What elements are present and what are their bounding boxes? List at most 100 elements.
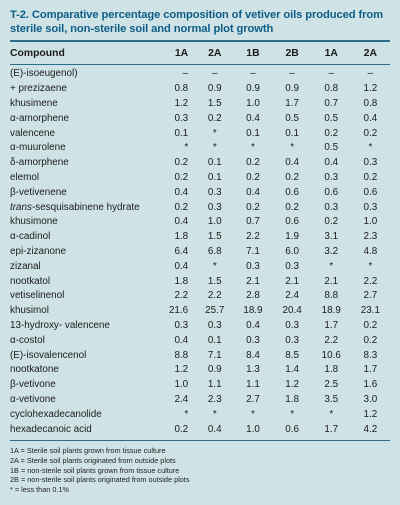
table-row: α-costol 0.4 0.1 0.3 0.3 2.2 0.2: [10, 333, 390, 348]
cell-value: 3.0: [363, 393, 378, 405]
compound-label: α-muurolene: [10, 142, 66, 154]
cell-value: 0.3: [285, 334, 299, 346]
cell-value: 18.9: [321, 305, 341, 317]
cell-value: 0.2: [285, 171, 299, 183]
cell-value: 0.3: [285, 260, 299, 272]
cell-value: 0.4: [363, 112, 378, 124]
compound-label: α-costol: [10, 334, 45, 346]
cell-value: 0.3: [285, 319, 299, 331]
cell-value: 0.3: [174, 319, 189, 331]
compound-label: α-cadinol: [10, 231, 51, 243]
cell-value: 25.7: [205, 305, 225, 317]
cell-value: 0.2: [207, 112, 222, 124]
cell-value: 1.2: [174, 364, 189, 376]
cell-value: 1.2: [174, 97, 189, 109]
cell-value: *: [212, 127, 217, 139]
cell-value: 23.1: [360, 305, 381, 317]
compound-name: trans-sesquisabinene hydrate: [10, 202, 155, 213]
cell-value: 1.5: [207, 275, 222, 287]
cell-value: 0.3: [324, 201, 339, 213]
cell-value: 1.1: [246, 379, 260, 391]
cell-value: 0.9: [207, 83, 222, 95]
cell-value: 1.5: [207, 97, 222, 109]
compound-label: khusimene: [10, 97, 58, 109]
cell-value: 0.1: [207, 334, 222, 346]
compound-name: elemol: [10, 172, 155, 183]
compound-prefix: trans: [10, 201, 32, 213]
cell-value: 0.4: [174, 260, 189, 272]
cell-value: 1.2: [285, 379, 299, 391]
cell-value: 8.8: [324, 290, 339, 302]
cell-value: 0.3: [246, 334, 260, 346]
compound-name: α-cadinol: [10, 231, 155, 242]
table-row: khusimone 0.4 1.0 0.7 0.6 0.2 1.0: [10, 214, 390, 229]
table-body: (E)-isoeugenol) – – – – – – + prezizaene 0.8 0.9 0…: [10, 67, 390, 437]
cell-value: 1.3: [246, 364, 260, 376]
cell-value: 0.9: [285, 83, 299, 95]
cell-value: 3.2: [324, 245, 339, 257]
cell-value: *: [329, 260, 334, 272]
top-rule: [10, 40, 390, 42]
cell-value: *: [290, 142, 295, 154]
cell-value: 8.8: [174, 349, 189, 361]
cell-value: 0.8: [174, 83, 189, 95]
cell-value: 0.4: [246, 186, 260, 198]
cell-value: 0.4: [207, 423, 222, 435]
cell-value: 0.3: [174, 112, 189, 124]
cell-value: 8.3: [363, 349, 378, 361]
cell-value: 2.8: [246, 290, 260, 302]
cell-value: 6.0: [285, 245, 299, 257]
cell-value: 0.2: [285, 201, 299, 213]
cell-value: –: [367, 68, 374, 80]
cell-value: –: [328, 68, 335, 80]
table-row: α-muurolene * * * * 0.5 *: [10, 140, 390, 155]
compound-name: nootkatol: [10, 276, 155, 287]
cell-value: 0.4: [174, 186, 189, 198]
cell-value: 2.3: [207, 393, 222, 405]
cell-value: 0.3: [207, 319, 222, 331]
cell-value: –: [182, 68, 189, 80]
table-row: α-vetivone 2.4 2.3 2.7 1.8 3.5 3.0: [10, 392, 390, 407]
cell-value: 1.0: [363, 216, 378, 228]
note-item: 2B = non-sterile soil plants originated …: [10, 475, 190, 485]
table-row: hexadecanoic acid 0.2 0.4 1.0 0.6 1.7 4.2: [10, 422, 390, 437]
table-row: khusimene 1.2 1.5 1.0 1.7 0.7 0.8: [10, 96, 390, 111]
cell-value: 0.4: [246, 112, 260, 124]
cell-value: 3.5: [324, 393, 339, 405]
compound-name: 13-hydroxy- valencene: [10, 320, 155, 331]
cell-value: 0.1: [207, 171, 222, 183]
compound-label: zizanal: [10, 260, 41, 272]
cell-value: 2.1: [324, 275, 339, 287]
compound-label: β-vetivenene: [10, 186, 67, 198]
compound-label: -sesquisabinene hydrate: [31, 201, 140, 213]
cell-value: *: [184, 408, 189, 420]
cell-value: 1.7: [363, 364, 378, 376]
header-compound: Compound: [10, 47, 65, 59]
cell-value: 0.2: [174, 201, 189, 213]
compound-label: (E)-isoeugenol): [10, 68, 78, 80]
cell-value: 0.7: [324, 97, 339, 109]
cell-value: 0.5: [324, 112, 339, 124]
cell-value: 0.1: [207, 157, 222, 169]
cell-value: 0.3: [363, 157, 378, 169]
cell-value: *: [212, 260, 217, 272]
cell-value: 2.7: [246, 393, 260, 405]
cell-value: 4.2: [363, 423, 378, 435]
cell-value: 2.2: [324, 334, 339, 346]
cell-value: 2.2: [174, 290, 189, 302]
header-col-2: 2A: [208, 47, 222, 59]
cell-value: 0.4: [174, 216, 189, 228]
table-row: + prezizaene 0.8 0.9 0.9 0.9 0.8 1.2: [10, 81, 390, 96]
cell-value: *: [184, 142, 189, 154]
table-row: δ-amorphene 0.2 0.1 0.2 0.4 0.4 0.3: [10, 155, 390, 170]
cell-value: *: [329, 408, 334, 420]
compound-name: epi-zizanone: [10, 246, 155, 257]
cell-value: 0.6: [285, 423, 299, 435]
compound-name: khusimol: [10, 305, 155, 316]
table-row: trans-sesquisabinene hydrate 0.2 0.3 0.2 0.2…: [10, 200, 390, 215]
compound-name: hexadecanoic acid: [10, 424, 155, 435]
cell-value: 1.8: [285, 393, 299, 405]
cell-value: *: [290, 408, 295, 420]
cell-value: 0.2: [174, 157, 189, 169]
